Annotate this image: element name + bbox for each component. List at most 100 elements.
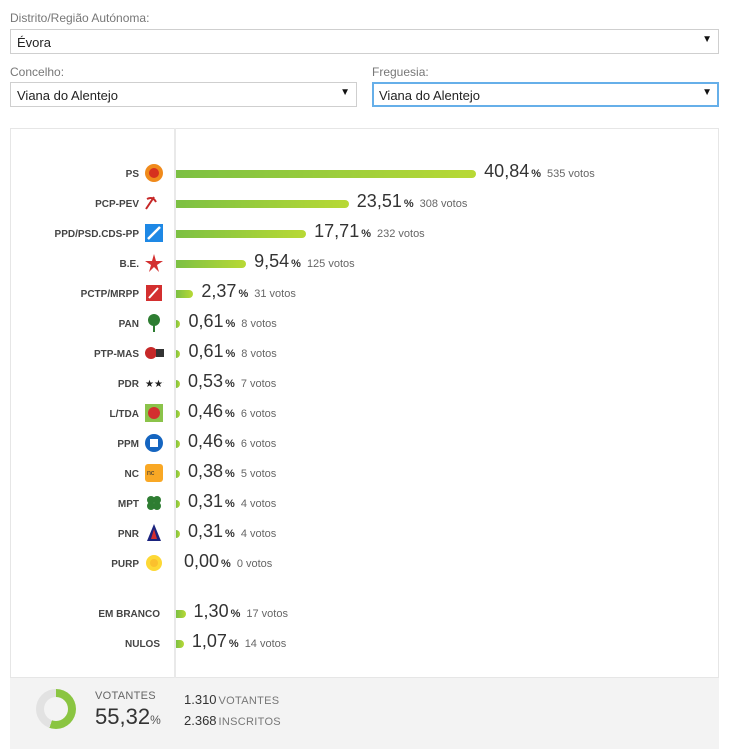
party-row: NC nc 0,38% 5 votos bbox=[0, 460, 729, 490]
result-value: 0,31% 4 votos bbox=[188, 491, 276, 512]
party-name: PNR bbox=[117, 529, 139, 540]
votantes-pct-value: 55,32 bbox=[95, 704, 151, 729]
result-bar bbox=[176, 200, 349, 208]
result-bar bbox=[176, 470, 180, 478]
ptp-mas-logo-icon bbox=[145, 347, 164, 359]
result-votes: 8 votos bbox=[241, 318, 277, 330]
party-row: PCP-PEV 23,51% 308 votos bbox=[0, 190, 729, 220]
percent-symbol: % bbox=[225, 528, 235, 540]
votantes-pct-symbol: % bbox=[150, 713, 161, 727]
result-value: 0,31% 4 votos bbox=[188, 521, 276, 542]
result-percentage: 1,30 bbox=[193, 601, 229, 621]
result-votes: 4 votos bbox=[240, 498, 277, 510]
result-bar bbox=[176, 410, 180, 418]
result-bar bbox=[176, 170, 477, 178]
result-bar bbox=[176, 500, 180, 508]
result-value: 0,61% 8 votos bbox=[188, 311, 276, 332]
result-votes: 0 votos bbox=[236, 558, 273, 570]
result-percentage: 0,61 bbox=[188, 341, 224, 361]
percent-symbol: % bbox=[238, 288, 249, 300]
result-value: 0,61% 8 votos bbox=[188, 341, 276, 362]
nc-logo-icon: nc bbox=[145, 464, 163, 482]
percent-symbol: % bbox=[221, 558, 231, 570]
result-percentage: 0,53 bbox=[188, 371, 224, 391]
result-percentage: 0,38 bbox=[188, 461, 224, 481]
result-value: 23,51% 308 votos bbox=[357, 191, 468, 212]
party-name: PAN bbox=[118, 319, 139, 330]
ps-rose-fist-icon bbox=[145, 164, 163, 182]
result-bar bbox=[176, 440, 180, 448]
result-bar bbox=[176, 610, 186, 618]
party-name: NC bbox=[124, 469, 139, 480]
result-percentage: 2,37 bbox=[201, 281, 237, 301]
result-bar bbox=[176, 230, 307, 238]
party-name: PPM bbox=[117, 439, 139, 450]
chevron-down-icon: ▼ bbox=[702, 34, 712, 45]
result-votes: 125 votos bbox=[306, 258, 355, 270]
percent-symbol: % bbox=[225, 378, 235, 390]
result-votes: 232 votos bbox=[376, 228, 425, 240]
percent-symbol: % bbox=[225, 468, 235, 480]
result-bar bbox=[176, 380, 180, 388]
result-votes: 14 votos bbox=[244, 638, 287, 650]
result-votes: 6 votos bbox=[240, 408, 277, 420]
result-value: 2,37% 31 votos bbox=[201, 281, 295, 302]
result-value: 0,38% 5 votos bbox=[188, 461, 276, 482]
party-row: MPT 0,31% 4 votos bbox=[0, 490, 729, 520]
pdr-stars-icon: ★★★ bbox=[145, 379, 164, 390]
result-votes: 4 votos bbox=[240, 528, 277, 540]
party-name: PPD/PSD.CDS-PP bbox=[54, 229, 139, 240]
result-votes: 8 votos bbox=[241, 348, 277, 360]
result-percentage: 0,61 bbox=[188, 311, 224, 331]
result-value: 1,07% 14 votos bbox=[192, 631, 286, 652]
party-name: EM BRANCO bbox=[98, 609, 160, 620]
party-name: PS bbox=[125, 169, 139, 180]
turnout-donut-icon bbox=[36, 689, 76, 729]
be-star-figure-icon bbox=[145, 254, 163, 272]
result-value: 0,46% 6 votos bbox=[188, 431, 276, 452]
party-row: B.E. 9,54% 125 votos bbox=[0, 250, 729, 280]
hammer-sickle-sunflower-icon bbox=[145, 196, 157, 210]
chart-axis-line bbox=[174, 128, 176, 688]
percent-symbol: % bbox=[403, 198, 414, 210]
result-votes: 535 votos bbox=[547, 168, 595, 180]
result-percentage: 1,07 bbox=[191, 631, 227, 651]
result-bar bbox=[176, 350, 181, 358]
party-row: L/TDA 0,46% 6 votos bbox=[0, 400, 729, 430]
svg-text:★★★: ★★★ bbox=[145, 379, 164, 390]
concelho-label: Concelho: bbox=[10, 65, 65, 79]
result-value: 17,71% 232 votos bbox=[314, 221, 425, 242]
votantes-label: VOTANTES bbox=[95, 690, 156, 702]
party-name: PURP bbox=[111, 559, 139, 570]
pnr-flame-icon bbox=[147, 524, 161, 541]
distrito-value: Évora bbox=[17, 35, 51, 50]
result-value: 9,54% 125 votos bbox=[254, 251, 355, 272]
result-bar bbox=[176, 530, 180, 538]
result-value: 40,84% 535 votos bbox=[484, 161, 595, 182]
percent-symbol: % bbox=[228, 638, 239, 650]
results-panel bbox=[10, 128, 719, 678]
percent-symbol: % bbox=[225, 318, 236, 330]
result-percentage: 0,46 bbox=[188, 431, 224, 451]
result-bar bbox=[176, 260, 247, 268]
result-votes: 31 votos bbox=[254, 288, 296, 300]
result-percentage: 40,84 bbox=[484, 161, 530, 181]
result-value: 0,00% 0 votos bbox=[184, 551, 272, 572]
votantes-count-value: 1.310 bbox=[184, 692, 217, 707]
inscritos-count: 2.368 INSCRITOS bbox=[184, 713, 281, 728]
party-row: PNR 0,31% 4 votos bbox=[0, 520, 729, 550]
concelho-select[interactable]: Viana do Alentejo ▼ bbox=[10, 82, 357, 107]
chevron-down-icon: ▼ bbox=[702, 87, 712, 98]
ppm-logo-icon bbox=[145, 434, 163, 452]
distrito-label: Distrito/Região Autónoma: bbox=[10, 11, 150, 25]
party-name: L/TDA bbox=[109, 409, 139, 420]
result-bar bbox=[176, 290, 194, 298]
freguesia-select[interactable]: Viana do Alentejo ▼ bbox=[372, 82, 719, 107]
result-votes: 17 votos bbox=[246, 608, 288, 620]
mrpp-hammer-sickle-icon bbox=[146, 285, 162, 301]
result-value: 1,30% 17 votos bbox=[194, 601, 288, 622]
party-row: NULOS 1,07% 14 votos bbox=[0, 630, 729, 660]
distrito-select[interactable]: Évora ▼ bbox=[10, 29, 719, 54]
party-name: MPT bbox=[117, 499, 139, 510]
result-percentage: 0,46 bbox=[188, 401, 224, 421]
